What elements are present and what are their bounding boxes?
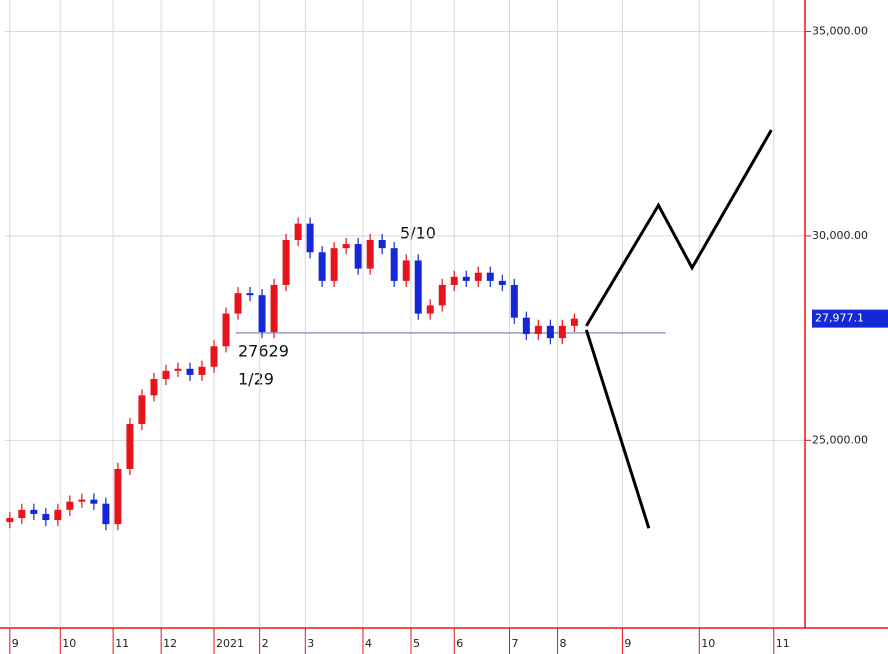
candle-body <box>126 423 134 469</box>
candle-body <box>474 272 482 281</box>
candle-body <box>294 223 302 240</box>
x-tick-label: 11 <box>776 637 790 650</box>
candle-body <box>450 276 458 285</box>
candle-body <box>186 368 194 375</box>
x-tick-label: 9 <box>624 637 631 650</box>
candle-body <box>222 313 230 347</box>
candle-body <box>210 346 218 367</box>
candle-body <box>354 244 362 269</box>
candle-body <box>258 295 266 332</box>
candle-body <box>18 509 26 519</box>
candle-body <box>342 244 350 249</box>
last-price-label: 27,977.1 <box>815 312 864 325</box>
candle-body <box>462 276 470 281</box>
candle-body <box>390 248 398 281</box>
candle-body <box>438 284 446 306</box>
candle-body <box>162 370 170 380</box>
candle-body <box>510 284 518 318</box>
support-value-label: 27629 <box>238 342 289 361</box>
candle-body <box>570 318 578 326</box>
candle-body <box>54 509 62 521</box>
x-tick-label: 11 <box>115 637 129 650</box>
x-tick-label: 3 <box>307 637 314 650</box>
candle-body <box>414 260 422 314</box>
forecast-line <box>585 129 773 327</box>
candle-body <box>138 395 146 424</box>
candle-body <box>234 293 242 314</box>
candle-body <box>306 223 314 253</box>
candle-body <box>30 509 38 514</box>
candle-body <box>270 284 278 332</box>
x-tick-label: 2021 <box>216 637 244 650</box>
x-tick-label: 7 <box>512 637 519 650</box>
x-tick-label: 8 <box>560 637 567 650</box>
candle-body <box>534 325 542 335</box>
candle-body <box>6 518 14 523</box>
x-tick-label: 10 <box>62 637 76 650</box>
x-tick-label: 2 <box>262 637 269 650</box>
x-tick-label: 4 <box>365 637 372 650</box>
candle-body <box>402 260 410 281</box>
candle-body <box>498 280 506 285</box>
peak-date-label: 5/10 <box>400 224 436 243</box>
candle-body <box>174 368 182 371</box>
candle-body <box>42 513 50 521</box>
candle-body <box>522 317 530 335</box>
candle-body <box>486 272 494 281</box>
forecast-line <box>584 329 651 529</box>
candle-body <box>378 239 386 249</box>
candle-body <box>558 325 566 339</box>
x-tick-label: 9 <box>12 637 19 650</box>
y-tick-label: 35,000.00 <box>812 24 868 37</box>
x-tick-label: 5 <box>413 637 420 650</box>
candle-body <box>246 293 254 296</box>
y-tick-label: 25,000.00 <box>812 433 868 446</box>
last-price-box <box>812 309 888 328</box>
candle-body <box>330 248 338 281</box>
candle-body <box>78 499 86 502</box>
candle-body <box>366 239 374 269</box>
support-date-label: 1/29 <box>238 370 274 389</box>
x-tick-label: 6 <box>456 637 463 650</box>
candle-body <box>426 305 434 314</box>
candle-body <box>102 503 110 525</box>
x-tick-label: 12 <box>163 637 177 650</box>
candle-body <box>318 252 326 281</box>
candle-body <box>150 379 158 396</box>
candle-body <box>198 366 206 375</box>
candle-body <box>90 499 98 504</box>
candle-body <box>114 468 122 525</box>
candle-body <box>66 501 74 510</box>
y-tick-label: 30,000.00 <box>812 229 868 242</box>
candle-body <box>546 325 554 339</box>
candle-body <box>282 239 290 285</box>
x-tick-label: 10 <box>701 637 715 650</box>
